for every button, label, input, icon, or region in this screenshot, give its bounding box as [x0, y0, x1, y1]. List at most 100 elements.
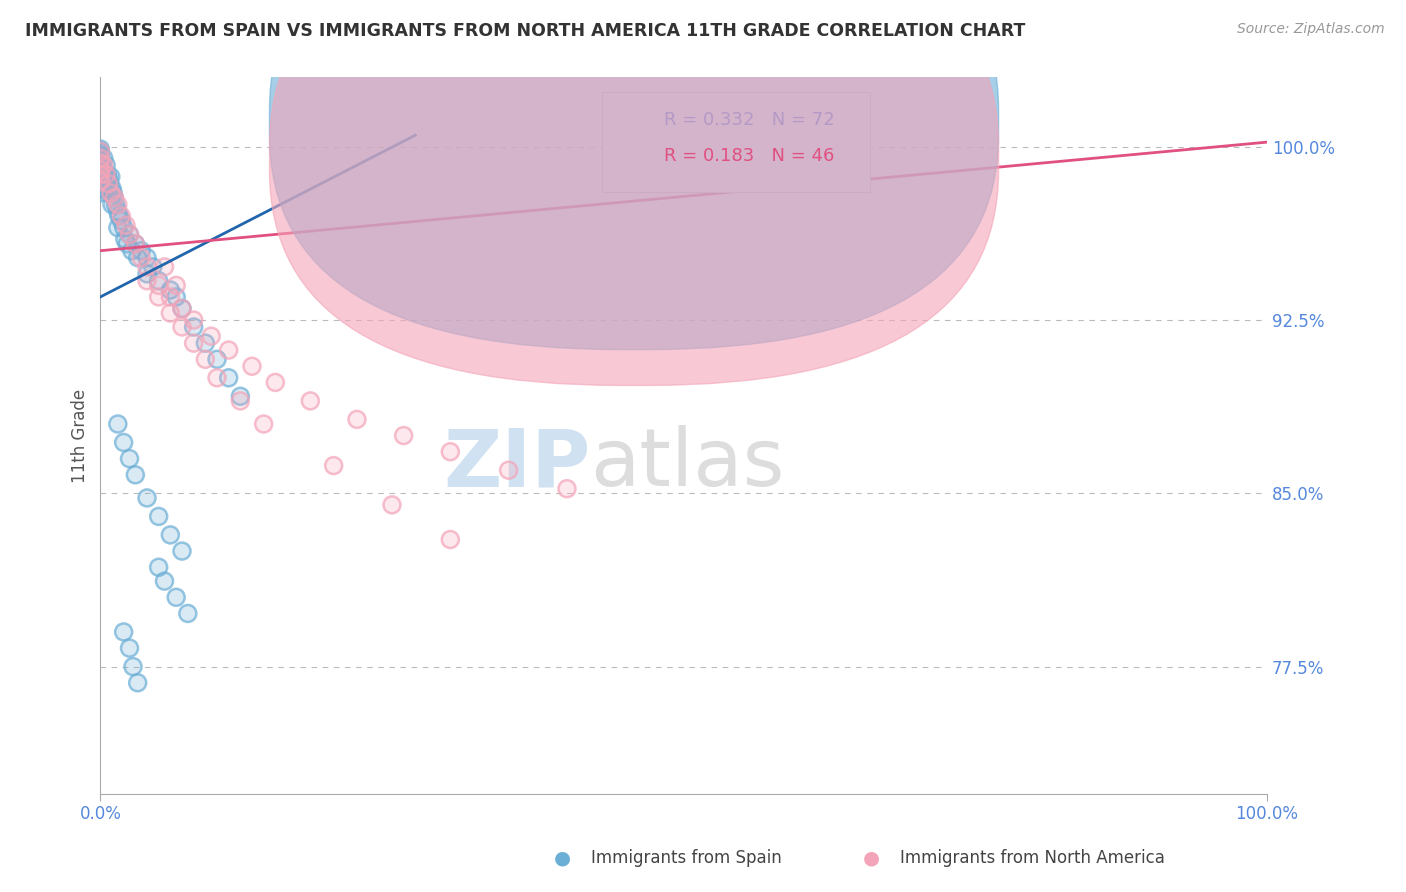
- FancyBboxPatch shape: [270, 0, 998, 350]
- Point: [112, 220, 135, 235]
- Point: [100, 186, 122, 200]
- Point: [89, 162, 111, 177]
- Point: [89, 151, 111, 165]
- Point: [159, 306, 181, 320]
- Point: [96, 179, 118, 194]
- Point: [129, 244, 152, 258]
- Point: [89, 146, 111, 161]
- Text: R = 0.332   N = 72: R = 0.332 N = 72: [664, 112, 835, 129]
- Point: [346, 412, 368, 426]
- Point: [89, 168, 111, 182]
- Point: [89, 158, 111, 172]
- Point: [124, 467, 146, 482]
- Point: [194, 336, 217, 351]
- Point: [322, 458, 344, 473]
- Point: [439, 444, 461, 458]
- Point: [165, 591, 187, 605]
- Point: [94, 174, 117, 188]
- Point: [127, 675, 149, 690]
- Point: [159, 306, 181, 320]
- Point: [159, 283, 181, 297]
- Point: [205, 352, 228, 367]
- Point: [170, 301, 193, 316]
- Point: [89, 151, 111, 165]
- Point: [148, 278, 170, 293]
- Point: [218, 371, 240, 385]
- Point: [89, 186, 111, 200]
- Point: [101, 197, 124, 211]
- Point: [110, 213, 132, 227]
- Point: [177, 607, 200, 621]
- Point: [118, 641, 141, 656]
- Text: ●: ●: [554, 848, 571, 868]
- Point: [112, 624, 135, 639]
- Point: [89, 168, 111, 182]
- Point: [127, 251, 149, 265]
- Point: [121, 244, 143, 258]
- Point: [118, 227, 141, 242]
- Text: IMMIGRANTS FROM SPAIN VS IMMIGRANTS FROM NORTH AMERICA 11TH GRADE CORRELATION CH: IMMIGRANTS FROM SPAIN VS IMMIGRANTS FROM…: [25, 22, 1026, 40]
- Point: [183, 336, 205, 351]
- Point: [129, 251, 152, 265]
- Point: [153, 574, 176, 588]
- Point: [122, 659, 145, 673]
- Point: [96, 168, 118, 182]
- Point: [129, 251, 152, 265]
- Point: [89, 168, 111, 182]
- Point: [112, 435, 135, 450]
- Point: [253, 417, 276, 431]
- Point: [200, 329, 222, 343]
- Point: [97, 186, 120, 200]
- Point: [118, 641, 141, 656]
- Point: [124, 236, 146, 251]
- Point: [107, 204, 129, 219]
- Point: [89, 174, 111, 188]
- Point: [89, 162, 111, 177]
- Point: [89, 156, 111, 170]
- Point: [240, 359, 263, 374]
- Point: [229, 393, 252, 408]
- Point: [107, 197, 129, 211]
- Point: [112, 220, 135, 235]
- Point: [165, 290, 187, 304]
- Point: [170, 320, 193, 334]
- Point: [101, 197, 124, 211]
- Point: [170, 301, 193, 316]
- Point: [114, 232, 136, 246]
- Point: [89, 161, 111, 175]
- Point: [299, 393, 322, 408]
- Point: [229, 389, 252, 403]
- Point: [148, 509, 170, 524]
- Point: [159, 290, 181, 304]
- Point: [94, 174, 117, 188]
- Point: [498, 463, 520, 477]
- Point: [153, 574, 176, 588]
- Text: ●: ●: [863, 848, 880, 868]
- Point: [97, 186, 120, 200]
- Point: [148, 278, 170, 293]
- Point: [264, 376, 287, 390]
- Point: [94, 168, 117, 182]
- Point: [115, 236, 138, 251]
- Point: [93, 158, 115, 172]
- Point: [107, 197, 129, 211]
- Text: Source: ZipAtlas.com: Source: ZipAtlas.com: [1237, 22, 1385, 37]
- Point: [89, 142, 111, 156]
- Point: [136, 491, 159, 505]
- Point: [104, 197, 127, 211]
- Point: [170, 320, 193, 334]
- Point: [159, 528, 181, 542]
- Point: [170, 544, 193, 558]
- Point: [89, 181, 111, 195]
- Point: [218, 343, 240, 357]
- Point: [96, 181, 118, 195]
- Point: [183, 313, 205, 327]
- Point: [89, 177, 111, 191]
- Point: [299, 393, 322, 408]
- Point: [136, 260, 159, 274]
- Point: [118, 227, 141, 242]
- Point: [100, 169, 122, 184]
- Point: [89, 149, 111, 163]
- Point: [439, 533, 461, 547]
- Point: [89, 145, 111, 159]
